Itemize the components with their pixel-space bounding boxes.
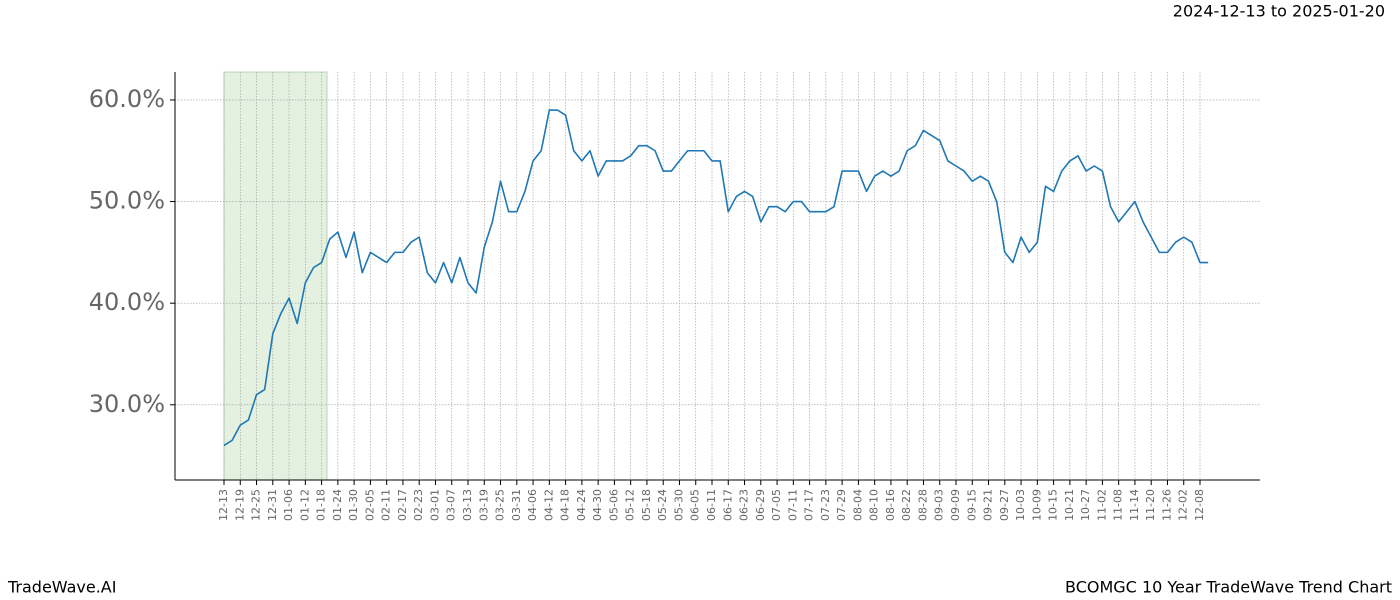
x-tick-label: 01-06 — [282, 489, 295, 521]
x-tick-label: 02-23 — [412, 489, 425, 521]
x-tick-label: 05-12 — [624, 489, 637, 521]
x-tick-label: 06-05 — [689, 489, 702, 521]
highlight-span — [223, 71, 328, 481]
x-tick-label: 11-14 — [1128, 489, 1141, 521]
y-tick-label: 60.0% — [89, 85, 165, 113]
x-tick-label: 08-22 — [900, 489, 913, 521]
x-tick-label: 06-17 — [721, 489, 734, 521]
x-tick-label: 05-30 — [672, 489, 685, 521]
x-tick-label: 08-10 — [868, 489, 881, 521]
x-tick-label: 08-28 — [916, 489, 929, 521]
x-tick-label: 05-24 — [656, 489, 669, 521]
x-tick-label: 01-30 — [347, 489, 360, 521]
x-tick-label: 09-21 — [982, 489, 995, 521]
x-tick-label: 04-30 — [591, 489, 604, 521]
x-tick-label: 03-07 — [445, 489, 458, 521]
x-tick-label: 04-24 — [575, 489, 588, 521]
x-tick-label: 01-12 — [298, 489, 311, 521]
x-tick-label: 04-06 — [526, 489, 539, 521]
x-tick-label: 08-04 — [851, 489, 864, 521]
x-tick-label: 03-25 — [494, 489, 507, 521]
x-tick-label: 09-03 — [933, 489, 946, 521]
x-tick-label: 07-17 — [803, 489, 816, 521]
x-tick-label: 12-02 — [1177, 489, 1190, 521]
x-tick-label: 09-09 — [949, 489, 962, 521]
x-tick-label: 04-18 — [559, 489, 572, 521]
x-tick-label: 05-18 — [640, 489, 653, 521]
x-tick-label: 11-20 — [1144, 489, 1157, 521]
x-tick-label: 07-23 — [819, 489, 832, 521]
x-tick-label: 11-26 — [1160, 489, 1173, 521]
footer-right: BCOMGC 10 Year TradeWave Trend Chart — [1065, 578, 1392, 597]
x-tick-label: 12-08 — [1193, 489, 1206, 521]
x-tick-label: 10-27 — [1079, 489, 1092, 521]
chart-title: 2024-12-13 to 2025-01-20 — [1173, 2, 1385, 21]
x-tick-label: 02-17 — [396, 489, 409, 521]
x-tick-label: 12-31 — [266, 489, 279, 521]
x-tick-label: 03-13 — [461, 489, 474, 521]
x-tick-label: 01-24 — [331, 489, 344, 521]
x-tick-label: 12-25 — [250, 489, 263, 521]
x-tick-label: 08-16 — [884, 489, 897, 521]
x-tick-label: 12-13 — [217, 489, 230, 521]
x-tick-label: 07-29 — [835, 489, 848, 521]
footer-left: TradeWave.AI — [7, 578, 116, 597]
x-tick-label: 06-23 — [738, 489, 751, 521]
y-tick-label: 40.0% — [89, 288, 165, 316]
x-tick-label: 09-15 — [965, 489, 978, 521]
x-tick-label: 11-02 — [1095, 489, 1108, 521]
x-tick-label: 10-21 — [1063, 489, 1076, 521]
y-tick-label: 50.0% — [89, 187, 165, 215]
x-tick-label: 06-29 — [754, 489, 767, 521]
x-tick-label: 11-08 — [1112, 489, 1125, 521]
x-tick-label: 03-31 — [510, 489, 523, 521]
x-tick-label: 07-11 — [786, 489, 799, 521]
x-tick-label: 03-01 — [428, 489, 441, 521]
x-tick-label: 02-11 — [380, 489, 393, 521]
x-tick-label: 06-11 — [705, 489, 718, 521]
data-line — [223, 109, 1209, 447]
x-tick-label: 12-19 — [233, 489, 246, 521]
x-tick-label: 01-18 — [315, 489, 328, 521]
x-tick-label: 03-19 — [477, 489, 490, 521]
x-tick-label: 10-15 — [1047, 489, 1060, 521]
y-tick-label: 30.0% — [89, 390, 165, 418]
x-tick-label: 09-27 — [998, 489, 1011, 521]
x-tick-label: 10-09 — [1030, 489, 1043, 521]
x-tick-label: 04-12 — [542, 489, 555, 521]
x-tick-label: 10-03 — [1014, 489, 1027, 521]
x-tick-label: 05-06 — [607, 489, 620, 521]
x-tick-label: 07-05 — [770, 489, 783, 521]
x-tick-label: 02-05 — [363, 489, 376, 521]
